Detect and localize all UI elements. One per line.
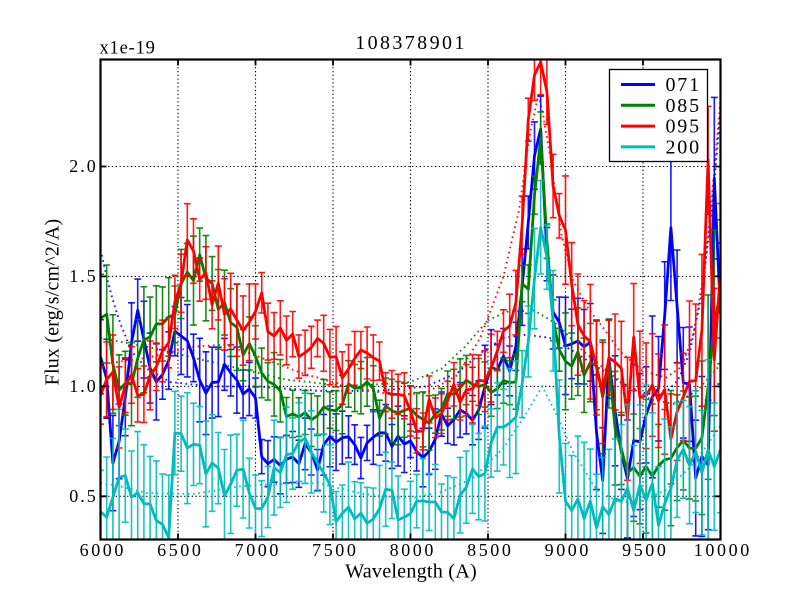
svg-text:6000: 6000 (80, 540, 126, 560)
svg-text:9500: 9500 (622, 540, 668, 560)
svg-text:2.0: 2.0 (69, 156, 98, 176)
svg-text:095: 095 (666, 116, 701, 138)
svg-text:071: 071 (666, 74, 701, 96)
svg-text:200: 200 (666, 136, 701, 158)
svg-text:7000: 7000 (235, 540, 281, 560)
svg-text:0.5: 0.5 (69, 486, 98, 506)
svg-text:085: 085 (666, 95, 701, 117)
svg-text:1.0: 1.0 (69, 376, 98, 396)
svg-text:x1e-19: x1e-19 (100, 39, 156, 59)
svg-text:10000: 10000 (694, 540, 752, 560)
svg-text:9000: 9000 (545, 540, 591, 560)
svg-text:6500: 6500 (157, 540, 203, 560)
svg-text:Wavelength (A): Wavelength (A) (345, 561, 477, 583)
svg-text:Flux (erg/s/cm^2/A): Flux (erg/s/cm^2/A) (42, 219, 64, 386)
svg-text:108378901: 108378901 (355, 32, 467, 54)
svg-text:8000: 8000 (390, 540, 436, 560)
svg-text:8500: 8500 (467, 540, 513, 560)
svg-text:7500: 7500 (312, 540, 358, 560)
svg-text:1.5: 1.5 (69, 266, 98, 286)
